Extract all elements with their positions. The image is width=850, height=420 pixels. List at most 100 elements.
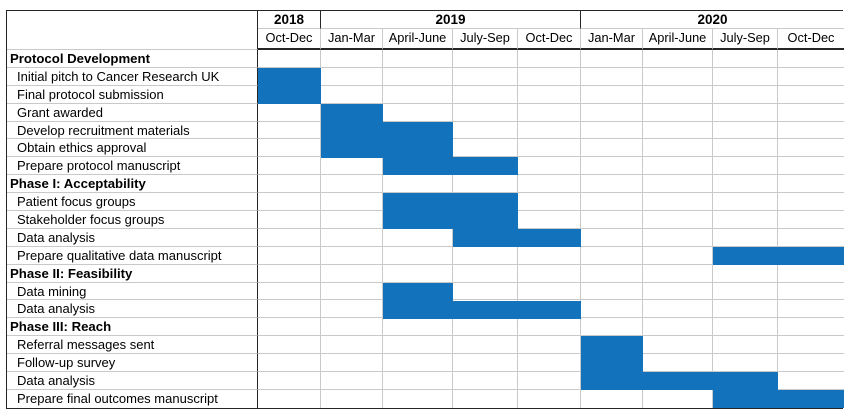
grid-cell [713, 354, 778, 373]
grid-cell [258, 300, 321, 319]
grid-cell [383, 211, 453, 229]
grid-cell [518, 389, 581, 408]
grid-cell [258, 389, 321, 408]
grid-cell [643, 372, 713, 390]
grid-cell [321, 139, 383, 158]
grid-cell [713, 318, 778, 337]
grid-cell [453, 139, 518, 158]
grid-cell [453, 67, 518, 86]
grid-cell [258, 282, 321, 301]
grid-cell [321, 193, 383, 212]
quarter-header: April-June [383, 29, 453, 50]
grid-cell [258, 103, 321, 122]
grid-cell [713, 211, 778, 229]
task-label-cell: Data analysis [7, 372, 258, 390]
grid-cell [581, 246, 643, 265]
grid-cell [713, 175, 778, 194]
grid-cell [581, 85, 643, 104]
grid-cell [383, 67, 453, 86]
task-label-cell: Obtain ethics approval [7, 139, 258, 158]
grid-cell [321, 282, 383, 301]
quarter-header: April-June [643, 29, 713, 50]
grid-cell [383, 157, 453, 176]
grid-cell [643, 282, 713, 301]
grid-cell [453, 157, 518, 176]
grid-cell [778, 389, 844, 408]
grid-cell [518, 50, 581, 68]
grid-cell [321, 264, 383, 283]
grid-cell [321, 121, 383, 140]
corner-header-cell [7, 11, 258, 50]
grid-cell [453, 282, 518, 301]
grid-cell [643, 389, 713, 408]
grid-cell [778, 121, 844, 140]
task-label-cell: Grant awarded [7, 103, 258, 122]
grid-cell [383, 372, 453, 390]
grid-cell [258, 336, 321, 355]
task-label-cell: Follow-up survey [7, 354, 258, 373]
grid-cell [778, 157, 844, 176]
task-label-cell: Referral messages sent [7, 336, 258, 355]
quarter-header: Jan-Mar [321, 29, 383, 50]
grid-cell [581, 157, 643, 176]
grid-cell [258, 121, 321, 140]
grid-cell [713, 85, 778, 104]
grid-cell [321, 354, 383, 373]
grid-cell [383, 85, 453, 104]
grid-cell [643, 50, 713, 68]
grid-cell [518, 121, 581, 140]
year-header: 2019 [321, 11, 581, 29]
grid-cell [581, 50, 643, 68]
grid-cell [453, 211, 518, 229]
grid-cell [383, 139, 453, 158]
grid-cell [258, 139, 321, 158]
grid-cell [453, 372, 518, 390]
task-label-cell: Prepare protocol manuscript [7, 157, 258, 176]
grid-cell [383, 318, 453, 337]
grid-cell [643, 211, 713, 229]
grid-cell [258, 211, 321, 229]
grid-cell [643, 157, 713, 176]
grid-cell [321, 228, 383, 247]
grid-cell [321, 300, 383, 319]
grid-cell [778, 67, 844, 86]
grid-cell [383, 354, 453, 373]
task-label-cell: Develop recruitment materials [7, 121, 258, 140]
grid-cell [383, 193, 453, 212]
grid-cell [713, 103, 778, 122]
grid-cell [643, 121, 713, 140]
grid-cell [258, 85, 321, 104]
grid-cell [581, 282, 643, 301]
grid-cell [778, 85, 844, 104]
section-label-cell: Protocol Development [7, 50, 258, 68]
grid-cell [518, 300, 581, 319]
year-header: 2018 [258, 11, 321, 29]
grid-cell [383, 246, 453, 265]
grid-cell [713, 228, 778, 247]
grid-cell [453, 103, 518, 122]
grid-cell [581, 389, 643, 408]
grid-cell [713, 139, 778, 158]
grid-cell [321, 175, 383, 194]
grid-cell [453, 318, 518, 337]
quarter-header: July-Sep [453, 29, 518, 50]
quarter-header: Oct-Dec [258, 29, 321, 50]
grid-cell [453, 336, 518, 355]
grid-cell [518, 354, 581, 373]
grid-cell [778, 318, 844, 337]
gantt-table: 2018 2019 2020 Oct-Dec Jan-Mar April-June July… [6, 10, 844, 409]
task-label-cell: Patient focus groups [7, 193, 258, 212]
grid-cell [643, 300, 713, 319]
quarter-header: July-Sep [713, 29, 778, 50]
grid-cell [321, 50, 383, 68]
grid-cell [643, 175, 713, 194]
grid-cell [643, 264, 713, 283]
grid-cell [581, 228, 643, 247]
grid-cell [258, 246, 321, 265]
grid-cell [778, 372, 844, 390]
grid-cell [713, 264, 778, 283]
grid-cell [258, 193, 321, 212]
grid-cell [383, 121, 453, 140]
year-header: 2020 [581, 11, 844, 29]
grid-cell [778, 193, 844, 212]
